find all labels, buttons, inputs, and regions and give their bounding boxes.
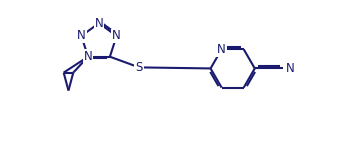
- Text: N: N: [77, 30, 86, 42]
- Text: N: N: [217, 43, 226, 56]
- Text: N: N: [112, 30, 121, 42]
- Text: N: N: [286, 62, 295, 75]
- Text: S: S: [135, 61, 143, 74]
- Text: N: N: [95, 17, 103, 30]
- Text: N: N: [84, 50, 92, 63]
